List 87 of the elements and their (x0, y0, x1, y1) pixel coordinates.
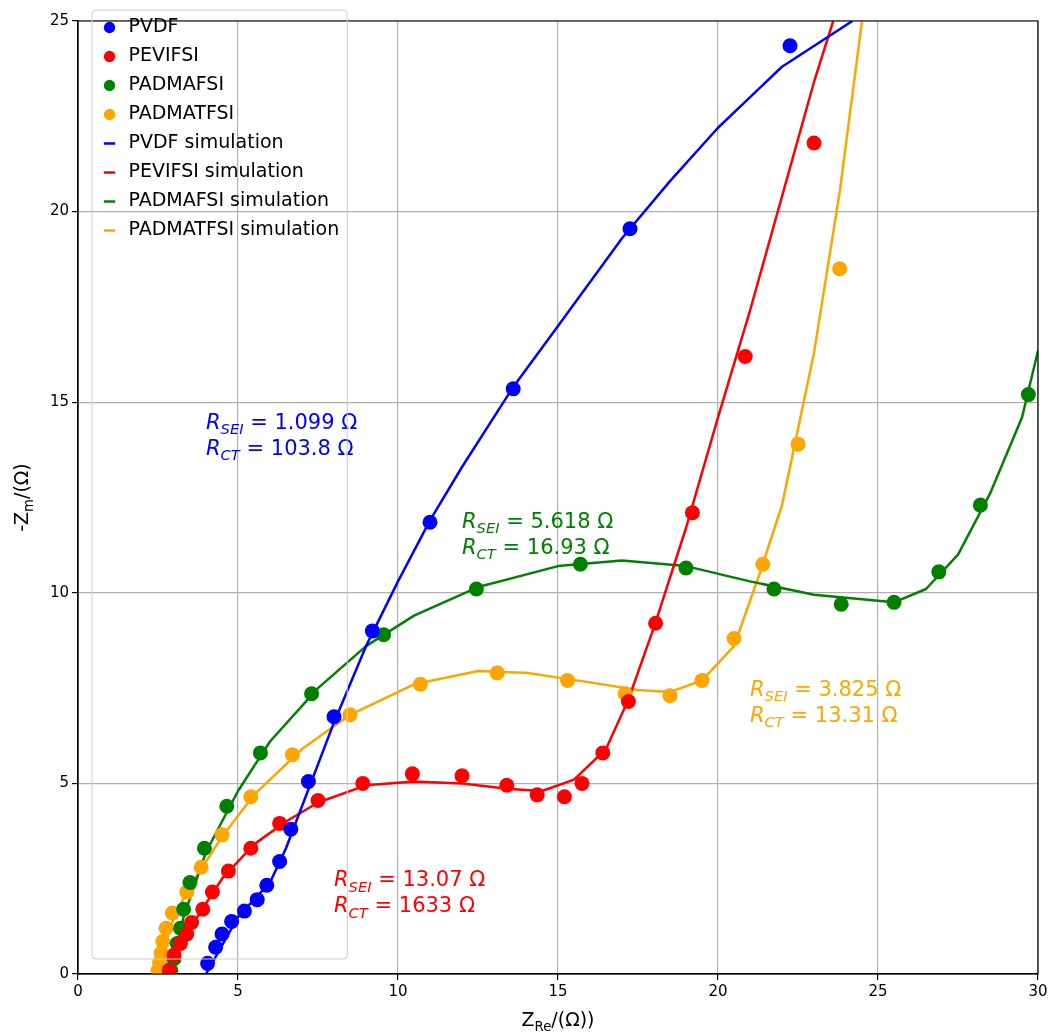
point (684, 505, 700, 521)
legend-label: PADMAFSI simulation (128, 188, 330, 211)
y-tick-label: 20 (49, 201, 69, 220)
point (755, 556, 771, 572)
point (595, 745, 611, 761)
point (832, 261, 848, 277)
point (694, 672, 710, 688)
x-tick-label: 0 (73, 981, 83, 1000)
point (184, 915, 200, 931)
point (236, 903, 252, 919)
point (620, 693, 636, 709)
point (648, 615, 664, 631)
point (622, 221, 638, 237)
point (404, 766, 420, 782)
point (499, 777, 515, 793)
y-tick-label: 25 (49, 10, 69, 29)
point (972, 497, 988, 513)
legend-label: PADMAFSI (128, 72, 225, 95)
point (224, 913, 240, 929)
point (833, 596, 849, 612)
y-tick-label: 15 (49, 392, 69, 411)
point (326, 709, 342, 725)
point (412, 676, 428, 692)
point (182, 875, 198, 891)
point (422, 514, 438, 530)
x-tick-label: 25 (868, 981, 888, 1000)
point (214, 926, 230, 942)
legend-label: PEVIFSI (128, 43, 199, 66)
point (272, 854, 288, 870)
point (574, 775, 590, 791)
legend-label: PADMATFSI simulation (128, 217, 340, 240)
point (468, 581, 484, 597)
y-tick-label: 5 (59, 773, 69, 792)
point (931, 564, 947, 580)
point (304, 686, 320, 702)
point (886, 594, 902, 610)
point (176, 901, 192, 917)
point (272, 815, 288, 831)
legend-label: PEVIFSI simulation (128, 159, 304, 182)
point (505, 381, 521, 397)
point (454, 768, 470, 784)
legend-label: PADMATFSI (128, 101, 235, 124)
point (195, 901, 211, 917)
point (284, 747, 300, 763)
point (529, 787, 545, 803)
x-tick-label: 10 (388, 981, 408, 1000)
point (790, 436, 806, 452)
point (560, 672, 576, 688)
point (782, 38, 798, 54)
point (214, 827, 230, 843)
point (252, 745, 268, 761)
point (726, 631, 742, 647)
y-axis-title: -Zm/(Ω) (10, 463, 36, 532)
point (220, 863, 236, 879)
point (259, 877, 275, 893)
point (737, 348, 753, 364)
point (678, 560, 694, 576)
point (243, 840, 259, 856)
point (364, 623, 380, 639)
point (310, 793, 326, 809)
point (355, 775, 371, 791)
point (155, 934, 171, 950)
point (1020, 387, 1036, 403)
x-tick-label: 30 (1028, 981, 1048, 1000)
point (662, 688, 678, 704)
legend-label: PVDF simulation (128, 130, 284, 153)
point (300, 773, 316, 789)
point (243, 789, 259, 805)
point (283, 821, 299, 837)
point (158, 920, 174, 936)
point (489, 665, 505, 681)
y-tick-label: 10 (49, 582, 69, 601)
point (193, 859, 209, 875)
point (556, 789, 572, 805)
point (766, 581, 782, 597)
point (208, 939, 224, 955)
x-tick-label: 20 (708, 981, 728, 1000)
legend-label: PVDF (128, 14, 179, 37)
point (219, 798, 235, 814)
point (572, 556, 588, 572)
point (196, 840, 212, 856)
point (806, 135, 822, 151)
x-tick-label: 15 (548, 981, 568, 1000)
y-tick-label: 0 (59, 963, 69, 982)
x-tick-label: 5 (233, 981, 243, 1000)
point (204, 884, 220, 900)
point (249, 892, 265, 908)
